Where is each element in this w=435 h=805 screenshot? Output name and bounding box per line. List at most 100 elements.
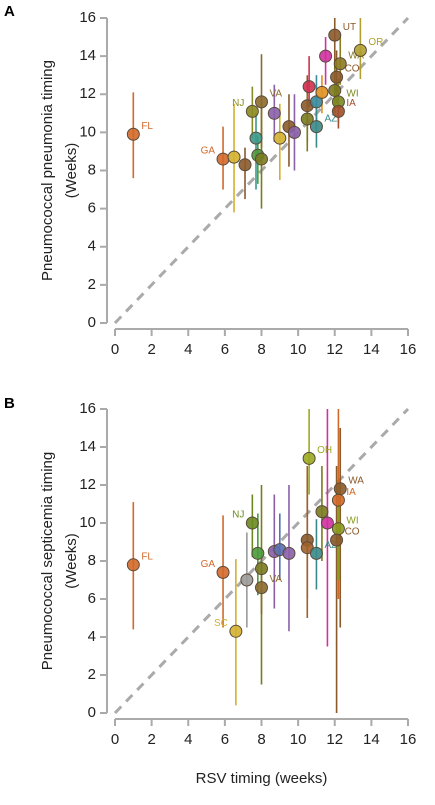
x-tick-label: 12 bbox=[326, 341, 343, 358]
y-tick-label: 12 bbox=[79, 476, 96, 493]
y-tick-label: 8 bbox=[88, 552, 96, 569]
x-tick-label: 2 bbox=[147, 731, 155, 748]
state-label: UT bbox=[343, 22, 356, 33]
state-label: WA bbox=[348, 50, 364, 61]
y-tick-label: 8 bbox=[88, 161, 96, 178]
data-point bbox=[319, 49, 333, 63]
x-tick-label: 6 bbox=[221, 731, 229, 748]
x-tick-label: 10 bbox=[290, 731, 307, 748]
data-point bbox=[251, 546, 265, 560]
data-point bbox=[330, 533, 344, 547]
state-label: VA bbox=[270, 89, 283, 100]
state-label: IA bbox=[346, 487, 356, 498]
y-axis-label: (Weeks) bbox=[63, 533, 80, 589]
x-tick-label: 0 bbox=[111, 731, 119, 748]
data-point bbox=[333, 482, 347, 496]
y-axis-label: (Weeks) bbox=[63, 143, 80, 199]
y-tick-label: 14 bbox=[79, 47, 96, 64]
state-label: VA bbox=[270, 574, 283, 585]
state-label: SC bbox=[214, 618, 228, 629]
y-tick-label: 12 bbox=[79, 85, 96, 102]
data-point bbox=[216, 152, 230, 166]
data-point bbox=[255, 562, 268, 576]
data-point bbox=[302, 80, 316, 94]
x-tick-label: 12 bbox=[326, 731, 343, 748]
x-tick-label: 14 bbox=[363, 731, 380, 748]
data-point bbox=[227, 150, 241, 164]
data-point bbox=[240, 573, 254, 587]
y-tick-label: 0 bbox=[88, 704, 96, 721]
state-label: CO bbox=[345, 64, 360, 75]
state-label: CO bbox=[345, 527, 360, 538]
state-label: AZ bbox=[324, 113, 337, 124]
data-point bbox=[238, 158, 252, 172]
data-point bbox=[315, 85, 329, 99]
state-label: GA bbox=[201, 146, 216, 157]
data-point bbox=[273, 131, 287, 145]
y-tick-label: 4 bbox=[88, 628, 96, 645]
state-label: GA bbox=[201, 559, 216, 570]
y-axis-label: Pneumococcal septicemia timing bbox=[39, 452, 56, 670]
x-tick-label: 8 bbox=[257, 341, 265, 358]
data-point bbox=[249, 131, 263, 145]
x-tick-label: 16 bbox=[400, 731, 417, 748]
panel-label: A bbox=[4, 3, 15, 20]
state-label: AZ bbox=[324, 540, 337, 551]
y-tick-label: 2 bbox=[88, 276, 96, 293]
state-label: WI bbox=[346, 89, 358, 100]
y-tick-label: 6 bbox=[88, 200, 96, 217]
x-tick-label: 4 bbox=[184, 731, 192, 748]
state-label: NJ bbox=[232, 510, 244, 521]
data-point bbox=[245, 104, 259, 118]
x-tick-label: 10 bbox=[290, 341, 307, 358]
data-point bbox=[331, 522, 345, 536]
data-point bbox=[245, 516, 259, 530]
data-point bbox=[282, 546, 296, 560]
state-label: FL bbox=[141, 551, 153, 562]
y-tick-label: 0 bbox=[88, 314, 96, 331]
x-tick-label: 0 bbox=[111, 341, 119, 358]
y-tick-label: 16 bbox=[79, 400, 96, 417]
data-point bbox=[300, 541, 314, 555]
data-point bbox=[255, 581, 268, 595]
data-point bbox=[287, 125, 301, 139]
data-point bbox=[333, 57, 347, 71]
data-point bbox=[309, 95, 323, 109]
data-point bbox=[216, 565, 230, 579]
data-point bbox=[126, 127, 140, 141]
data-point bbox=[255, 152, 268, 166]
state-label: FL bbox=[141, 121, 153, 132]
state-label: OH bbox=[317, 445, 332, 456]
x-tick-label: 6 bbox=[221, 341, 229, 358]
data-point bbox=[229, 624, 243, 638]
x-tick-label: 4 bbox=[184, 341, 192, 358]
state-label: IA bbox=[346, 98, 356, 109]
y-tick-label: 4 bbox=[88, 238, 96, 255]
data-point bbox=[353, 43, 367, 57]
y-axis-label: Pneumococcal pneumonia timing bbox=[39, 60, 56, 281]
data-point bbox=[126, 558, 140, 572]
data-point bbox=[330, 70, 344, 84]
x-axis-label: RSV timing (weeks) bbox=[196, 770, 328, 787]
y-tick-label: 10 bbox=[79, 514, 96, 531]
data-point bbox=[255, 95, 268, 109]
data-point bbox=[309, 120, 323, 134]
state-label: OR bbox=[368, 37, 383, 48]
x-tick-label: 2 bbox=[147, 341, 155, 358]
data-point bbox=[309, 546, 323, 560]
state-label: NJ bbox=[232, 98, 244, 109]
data-point bbox=[331, 493, 345, 507]
y-tick-label: 16 bbox=[79, 9, 96, 26]
x-tick-label: 8 bbox=[257, 731, 265, 748]
data-point bbox=[331, 104, 345, 118]
y-tick-label: 6 bbox=[88, 590, 96, 607]
data-point bbox=[302, 451, 316, 465]
y-tick-label: 14 bbox=[79, 438, 96, 455]
data-point bbox=[300, 112, 314, 126]
data-point bbox=[267, 106, 281, 120]
x-tick-label: 16 bbox=[400, 341, 417, 358]
state-label: WA bbox=[348, 475, 364, 486]
y-tick-label: 10 bbox=[79, 123, 96, 140]
y-tick-label: 2 bbox=[88, 666, 96, 683]
